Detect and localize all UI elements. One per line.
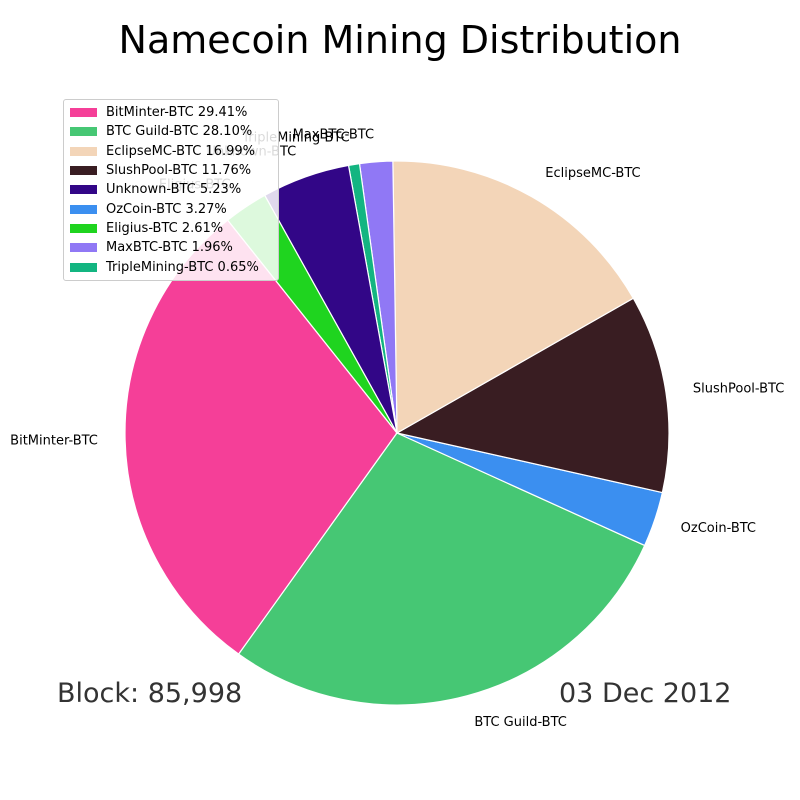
legend-label: Eligius-BTC 2.61%	[106, 220, 224, 236]
block-date: 03 Dec 2012	[559, 678, 732, 709]
legend-swatch	[70, 185, 97, 195]
legend: BitMinter-BTC 29.41% BTC Guild-BTC 28.10%…	[63, 99, 279, 281]
chart-title: Namecoin Mining Distribution	[118, 18, 682, 62]
legend-item: Unknown-BTC 5.23%	[64, 180, 278, 199]
block-number: Block: 85,998	[57, 678, 243, 709]
legend-swatch	[70, 166, 97, 176]
legend-label: EclipseMC-BTC 16.99%	[106, 143, 256, 159]
legend-item: MaxBTC-BTC 1.96%	[64, 238, 278, 257]
slice-label: BTC Guild-BTC	[474, 715, 567, 730]
legend-label: MaxBTC-BTC 1.96%	[106, 240, 233, 256]
legend-item: BTC Guild-BTC 28.10%	[64, 122, 278, 141]
slice-label: EclipseMC-BTC	[545, 166, 640, 181]
pie-slice-slushpool-btc	[395, 297, 670, 494]
legend-swatch	[70, 108, 97, 118]
legend-item: Eligius-BTC 2.61%	[64, 219, 278, 238]
slice-label: OzCoin-BTC	[681, 521, 756, 536]
legend-label: TripleMining-BTC 0.65%	[106, 259, 259, 275]
legend-swatch	[70, 262, 97, 272]
legend-swatch	[70, 146, 97, 156]
slice-label: MaxBTC-BTC	[293, 128, 374, 143]
legend-item: TripleMining-BTC 0.65%	[64, 257, 278, 276]
legend-label: SlushPool-BTC 11.76%	[106, 163, 252, 179]
legend-item: OzCoin-BTC 3.27%	[64, 199, 278, 218]
pie-slice-btc-guild-btc	[237, 432, 646, 706]
pie-slice-eclipsemc-btc	[392, 160, 635, 435]
slice-label: SlushPool-BTC	[693, 382, 784, 397]
legend-swatch	[70, 223, 97, 233]
legend-swatch	[70, 204, 97, 214]
legend-label: OzCoin-BTC 3.27%	[106, 201, 227, 217]
legend-label: BitMinter-BTC 29.41%	[106, 105, 248, 121]
legend-item: SlushPool-BTC 11.76%	[64, 161, 278, 180]
legend-swatch	[70, 243, 97, 253]
legend-item: EclipseMC-BTC 16.99%	[64, 142, 278, 161]
legend-label: Unknown-BTC 5.23%	[106, 182, 242, 198]
legend-item: BitMinter-BTC 29.41%	[64, 103, 278, 122]
legend-label: BTC Guild-BTC 28.10%	[106, 124, 253, 140]
slice-label: BitMinter-BTC	[10, 434, 98, 449]
legend-swatch	[70, 127, 97, 137]
